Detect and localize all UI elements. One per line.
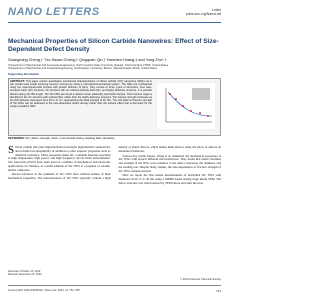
abstract: ABSTRACT: This paper reports quantitativ… [10,80,152,108]
header-meta: Letter pubs.acs.org/NanoLett [186,8,221,16]
paragraph: ilicon carbide (SiC) has high mechanical… [8,146,111,172]
paragraph: followed by brittle failure. Wang et al.… [118,153,222,173]
authors: Guangming Cheng,† Tzu-Hsuan Chang,† Qing… [8,58,167,62]
journal-logo: NANO LETTERS [8,6,100,18]
affiliation: †Department of Mechanical and Aerospace … [8,64,169,67]
affiliation: ‡Department of Mechanical and Industrial… [8,67,158,71]
page: NANO LETTERS Letter pubs.acs.org/NanoLett… [8,6,221,293]
journal-url[interactable]: pubs.acs.org/NanoLett [185,12,221,16]
keywords: KEYWORDS: SiC, defect, strength, strain,… [8,137,221,140]
paper-title: Mechanical Properties of Silicon Carbide… [8,38,219,53]
keywords-label: KEYWORDS: [8,137,25,140]
paragraph: Recent advances in the synthesis of SiC … [8,146,221,180]
copyright: © 2014 American Chemical Society [180,278,221,281]
revised: Revised: December 20, 2013 [8,273,42,277]
header-rule [8,22,221,23]
supporting-info-link[interactable]: Supporting Information [8,72,40,76]
abstract-graphic [156,82,216,130]
page-number: 754 [215,289,221,293]
doi[interactable]: dx.doi.org/10.1021/nl403849m | Nano Lett… [8,289,80,292]
abstract-label: ABSTRACT: [10,80,25,83]
article-type: Letter [212,8,221,12]
history: Received: October 14, 2013 Revised: Decem… [8,270,42,277]
footer-rule [8,285,221,286]
drop-cap: S [8,146,15,156]
paragraph: Here we report the first tensile measure… [118,173,222,185]
affiliations: †Department of Mechanical and Aerospace … [8,64,221,71]
keywords-text: SiC, defect, strength, strain, in situ t… [25,137,115,140]
abstract-text: This paper reports quantitative mechanic… [10,80,152,109]
received: Received: October 14, 2013 [8,270,41,273]
